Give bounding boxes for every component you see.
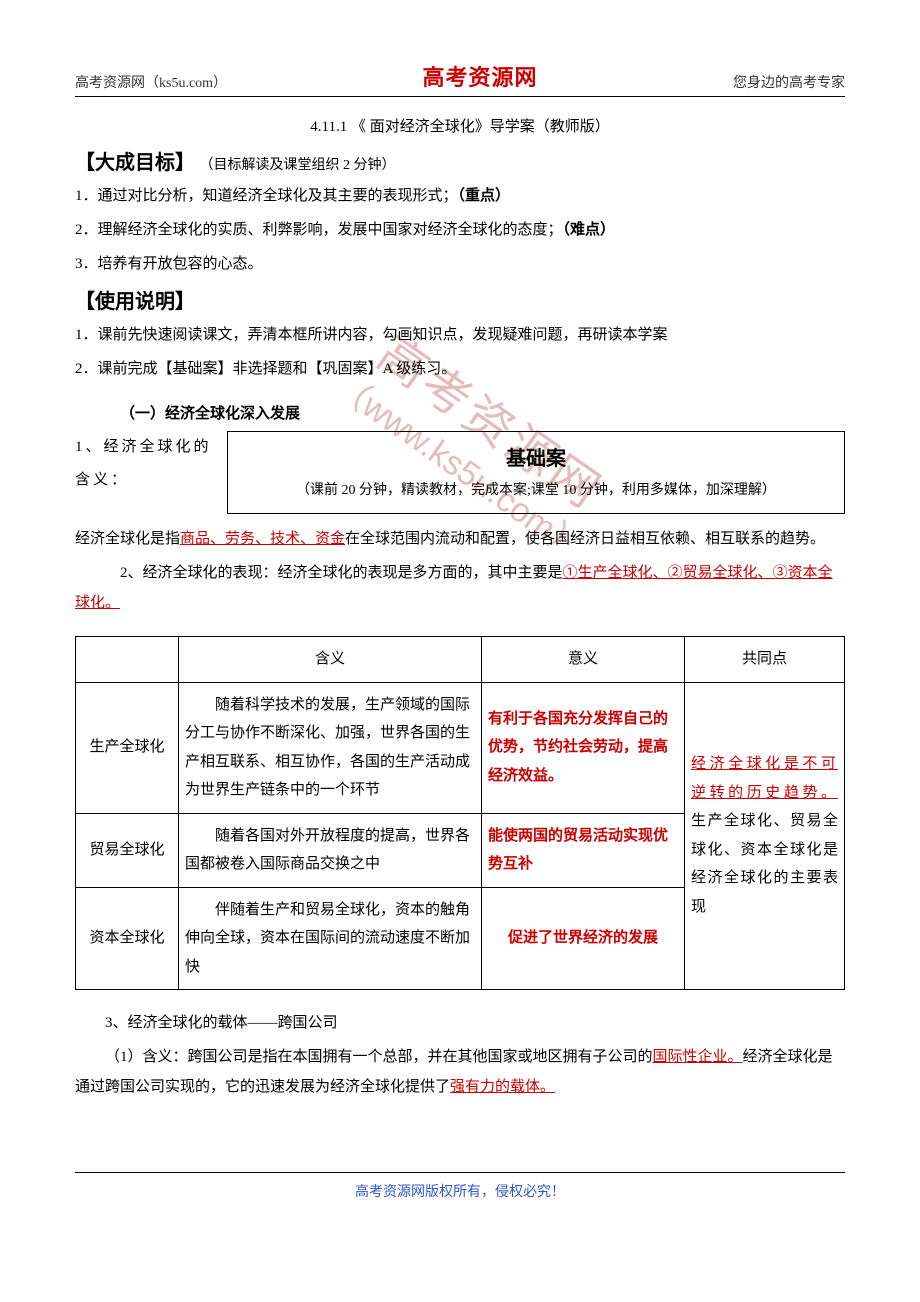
para1-red: 商品、劳务、技术、资金 — [180, 531, 345, 547]
usage-heading-label: 【使用说明】 — [75, 291, 195, 313]
row2-meaning: 随着各国对外开放程度的提高，世界各国都被卷入国际商品交换之中 — [179, 813, 482, 887]
goal-1-tag: （重点） — [458, 188, 511, 204]
row1-meaning: 随着科学技术的发展，生产领域的国际分工与协作不断深化、加强，世界各国的生产相互联… — [179, 682, 482, 813]
goal-2-tag: （难点） — [563, 222, 616, 238]
table-header-row: 含义 意义 共同点 — [76, 637, 845, 683]
goal-item-2: 2．理解经济全球化的实质、利弊影响，发展中国家对经济全球化的态度；（难点） — [75, 215, 845, 245]
globalization-table: 含义 意义 共同点 生产全球化 随着科学技术的发展，生产领域的国际分工与协作不断… — [75, 636, 845, 990]
th-significance: 意义 — [482, 637, 685, 683]
common-post: 生产全球化、贸易全球化、资本全球化是经济全球化的主要表现 — [691, 813, 838, 915]
p2-red2: 强有力的载体。 — [450, 1079, 555, 1095]
goals-heading-label: 【大成目标】 — [75, 152, 195, 174]
header-right: 您身边的高考专家 — [733, 72, 845, 92]
header-center: 高考资源网 — [423, 60, 538, 92]
para2-pre: 2、经济全球化的表现：经济全球化的表现是多方面的，其中主要是 — [120, 565, 563, 581]
row1-label: 生产全球化 — [76, 682, 179, 813]
row2-label: 贸易全球化 — [76, 813, 179, 887]
section-1-para2: 2、经济全球化的表现：经济全球化的表现是多方面的，其中主要是①生产全球化、②贸易… — [75, 558, 845, 618]
row3-meaning: 伴随着生产和贸易全球化，资本的触角伸向全球，资本在国际间的流动速度不断加快 — [179, 887, 482, 990]
section-3-p1: 3、经济全球化的载体——跨国公司 — [75, 1008, 845, 1038]
p2-red1: 国际性企业。 — [653, 1049, 743, 1065]
page-header: 高考资源网（ks5u.com） 高考资源网 您身边的高考专家 — [75, 60, 845, 97]
th-empty — [76, 637, 179, 683]
goals-heading: 【大成目标】 （目标解读及课堂组织 2 分钟） — [75, 146, 845, 175]
th-common: 共同点 — [685, 637, 845, 683]
goal-2-text: 2．理解经济全球化的实质、利弊影响，发展中国家对经济全球化的态度； — [75, 222, 563, 238]
usage-item-2: 2．课前完成【基础案】非选择题和【巩固案】A 级练习。 — [75, 354, 845, 384]
basic-case-sub: （课前 20 分钟，精读教材，完成本案;课堂 10 分钟，利用多媒体，加深理解） — [242, 479, 830, 499]
common-cell: 经济全球化是不可逆转的历史趋势。生产全球化、贸易全球化、资本全球化是经济全球化的… — [685, 682, 845, 990]
section-3-p2: （1）含义：跨国公司是指在本国拥有一个总部，并在其他国家或地区拥有子公司的国际性… — [75, 1042, 845, 1102]
usage-item-1: 1．课前先快速阅读课文，弄清本框所讲内容，勾画知识点，发现疑难问题，再研读本学案 — [75, 320, 845, 350]
section-1-heading: （一）经济全球化深入发展 — [75, 402, 845, 423]
basic-case-box: 基础案 （课前 20 分钟，精读教材，完成本案;课堂 10 分钟，利用多媒体，加… — [227, 431, 845, 514]
basic-case-title: 基础案 — [242, 442, 830, 471]
usage-heading: 【使用说明】 — [75, 285, 845, 314]
p2-pre: （1）含义：跨国公司是指在本国拥有一个总部，并在其他国家或地区拥有子公司的 — [105, 1049, 653, 1065]
common-red: 经济全球化是不可逆转的历史趋势。 — [691, 756, 838, 801]
row3-sig: 促进了世界经济的发展 — [482, 887, 685, 990]
row1-sig: 有利于各国充分发挥自己的优势，节约社会劳动，提高经济效益。 — [482, 682, 685, 813]
goal-item-3: 3．培养有开放包容的心态。 — [75, 249, 845, 279]
goal-1-text: 1．通过对比分析，知道经济全球化及其主要的表现形式； — [75, 188, 458, 204]
goal-item-1: 1．通过对比分析，知道经济全球化及其主要的表现形式；（重点） — [75, 181, 845, 211]
table-row-production: 生产全球化 随着科学技术的发展，生产领域的国际分工与协作不断深化、加强，世界各国… — [76, 682, 845, 813]
goal-3-text: 3．培养有开放包容的心态。 — [75, 256, 263, 272]
page-footer: 高考资源网版权所有，侵权必究！ — [75, 1172, 845, 1201]
row3-label: 资本全球化 — [76, 887, 179, 990]
para1-post: 在全球范围内流动和配置，使各国经济日益相互依赖、相互联系的趋势。 — [345, 531, 825, 547]
th-meaning: 含义 — [179, 637, 482, 683]
document-title: 4.11.1 《 面对经济全球化》导学案（教师版） — [75, 115, 845, 136]
goals-heading-note: （目标解读及课堂组织 2 分钟） — [200, 158, 396, 173]
para1-pre: 经济全球化是指 — [75, 531, 180, 547]
section-1-para1: 经济全球化是指商品、劳务、技术、资金在全球范围内流动和配置，使各国经济日益相互依… — [75, 524, 845, 554]
row2-sig: 能使两国的贸易活动实现优势互补 — [482, 813, 685, 887]
header-left: 高考资源网（ks5u.com） — [75, 72, 227, 92]
